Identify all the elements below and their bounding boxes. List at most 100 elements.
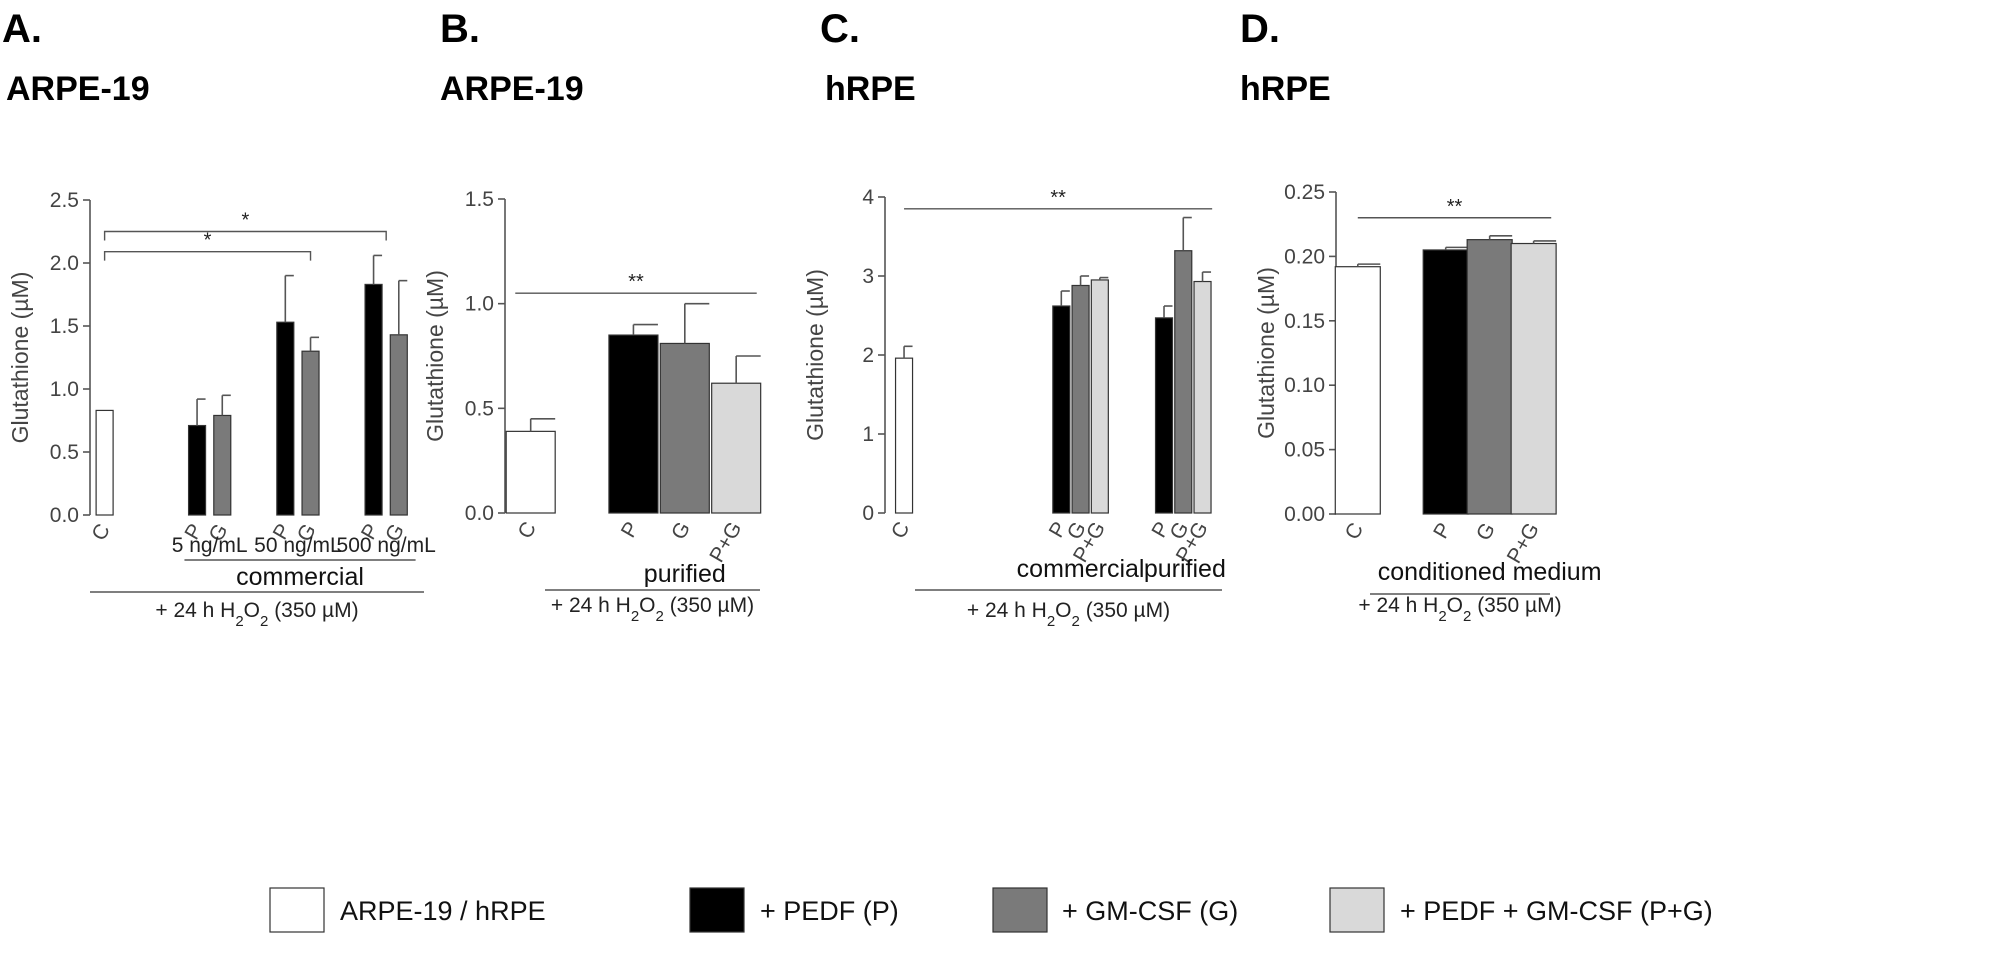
panel-letter: C. <box>820 7 860 51</box>
bar <box>1071 284 1090 514</box>
treatment-sub: 2 <box>1072 613 1080 630</box>
treatment-suffix: (350 µM) <box>1080 599 1170 622</box>
y-tick-label: 0.15 <box>1284 310 1325 333</box>
treatment-label: + 24 h H2O2 (350 µM) <box>967 599 1170 630</box>
legend-label: + PEDF + GM-CSF (P+G) <box>1400 896 1713 926</box>
treatment-prefix: + 24 h H <box>967 599 1047 622</box>
y-tick-label: 1.0 <box>465 293 494 316</box>
y-tick-label: 0.20 <box>1284 245 1325 268</box>
treatment-label: + 24 h H2O2 (350 µM) <box>551 594 754 625</box>
y-tick-label: 0.05 <box>1284 439 1325 462</box>
treatment-mid: O <box>1447 594 1463 617</box>
treatment-sub: 2 <box>656 608 664 625</box>
y-tick-label: 2 <box>862 344 874 367</box>
y-tick-label: 0.0 <box>465 502 494 525</box>
bar <box>364 283 383 516</box>
treatment-sub: 2 <box>631 608 639 625</box>
y-axis-label-prefix: Glutathione ( <box>802 309 828 441</box>
y-axis-label-mu: µ <box>7 298 33 311</box>
significance-marker: ** <box>1447 196 1463 218</box>
y-tick-label: 0.10 <box>1284 374 1325 397</box>
y-axis-label-suffix: M) <box>422 270 448 297</box>
treatment-sub: 2 <box>1463 608 1471 625</box>
panel-title: hRPE <box>1240 70 1331 108</box>
y-axis-label-prefix: Glutathione ( <box>1253 307 1279 439</box>
bar <box>187 424 207 516</box>
y-tick-label: 1.5 <box>50 315 79 338</box>
treatment-mid: O <box>244 599 260 622</box>
category-label: G <box>1472 519 1500 545</box>
treatment-sub: 2 <box>260 613 268 630</box>
treatment-label: + 24 h H2O2 (350 µM) <box>1358 594 1561 625</box>
significance-marker: * <box>204 230 212 252</box>
treatment-sub: 2 <box>1438 608 1446 625</box>
panel-b: B. ARPE-19 0.0 0.5 1.0 1.5 Glutathione (µM) C P G… <box>422 7 762 625</box>
category-label: P <box>617 518 644 542</box>
legend-label: + PEDF (P) <box>760 896 899 926</box>
y-axis-label-prefix: Glutathione ( <box>7 311 33 443</box>
treatment-prefix: + 24 h H <box>155 599 235 622</box>
y-tick-label: 0.5 <box>465 397 494 420</box>
treatment-mid: O <box>639 594 655 617</box>
y-axis-label-suffix: M) <box>802 269 828 296</box>
group-label: conditioned medium <box>1378 558 1602 586</box>
bar <box>1466 239 1513 515</box>
bar <box>711 382 762 514</box>
y-tick-label: 0.25 <box>1284 181 1325 204</box>
panel-title: hRPE <box>825 70 916 108</box>
bar <box>1193 280 1212 514</box>
group-label: commercial <box>1017 555 1145 583</box>
treatment-mid: O <box>1055 599 1071 622</box>
group-label: commercial <box>236 563 364 591</box>
category-label: G <box>667 518 695 544</box>
bar <box>1510 242 1557 515</box>
bar <box>608 334 659 514</box>
panel-letter: D. <box>1240 7 1280 51</box>
y-tick-label: 0.00 <box>1284 503 1325 526</box>
legend-swatch <box>1329 887 1385 933</box>
bar <box>1174 250 1193 514</box>
y-axis-label-mu: µ <box>802 296 828 309</box>
y-axis-label: Glutathione (µM) <box>422 270 448 442</box>
y-tick-label: 2.5 <box>50 189 79 212</box>
bar <box>894 357 914 514</box>
y-tick-label: 2.0 <box>50 252 79 275</box>
treatment-suffix: (350 µM) <box>1471 594 1561 617</box>
legend: ARPE-19 / hRPE + PEDF (P) + GM-CSF (G) + PE… <box>269 887 1713 933</box>
panel-title: ARPE-19 <box>440 70 584 108</box>
bar <box>301 350 320 516</box>
bar <box>1154 317 1174 514</box>
y-tick-label: 0 <box>862 502 874 525</box>
y-axis-label-mu: µ <box>1253 294 1279 307</box>
bar <box>276 321 295 516</box>
y-tick-label: 3 <box>862 265 874 288</box>
bar <box>659 342 710 514</box>
category-label: C <box>887 518 915 543</box>
y-tick-label: 0.5 <box>50 441 79 464</box>
group-label: purified <box>1144 555 1226 583</box>
treatment-label: + 24 h H2O2 (350 µM) <box>155 599 358 630</box>
category-label: C <box>514 518 542 543</box>
bar <box>213 414 232 516</box>
panel-letter: B. <box>440 7 480 51</box>
bar <box>1422 249 1469 515</box>
bar <box>505 430 556 514</box>
panel-d: D. hRPE 0.00 0.05 0.10 0.15 0.20 0.25 Glutathion… <box>1240 7 1602 625</box>
y-axis-label: Glutathione (µM) <box>802 269 828 441</box>
y-tick-label: 0.0 <box>50 504 79 527</box>
legend-swatch <box>269 887 325 933</box>
panel-a: A. ARPE-19 0.0 0.5 1.0 1.5 2.0 2.5 Glutathione (… <box>2 7 436 630</box>
dose-label: 500 ng/mL <box>337 534 436 557</box>
category-label: C <box>87 520 115 545</box>
y-axis-label-suffix: M) <box>1253 267 1279 294</box>
category-label: P <box>1429 519 1456 543</box>
significance-bracket <box>103 250 312 261</box>
y-tick-label: 1.5 <box>465 188 494 211</box>
bar <box>1090 279 1109 514</box>
y-tick-label: 1.0 <box>50 378 79 401</box>
y-tick-label: 4 <box>862 186 874 209</box>
y-axis-label-mu: µ <box>422 297 448 310</box>
